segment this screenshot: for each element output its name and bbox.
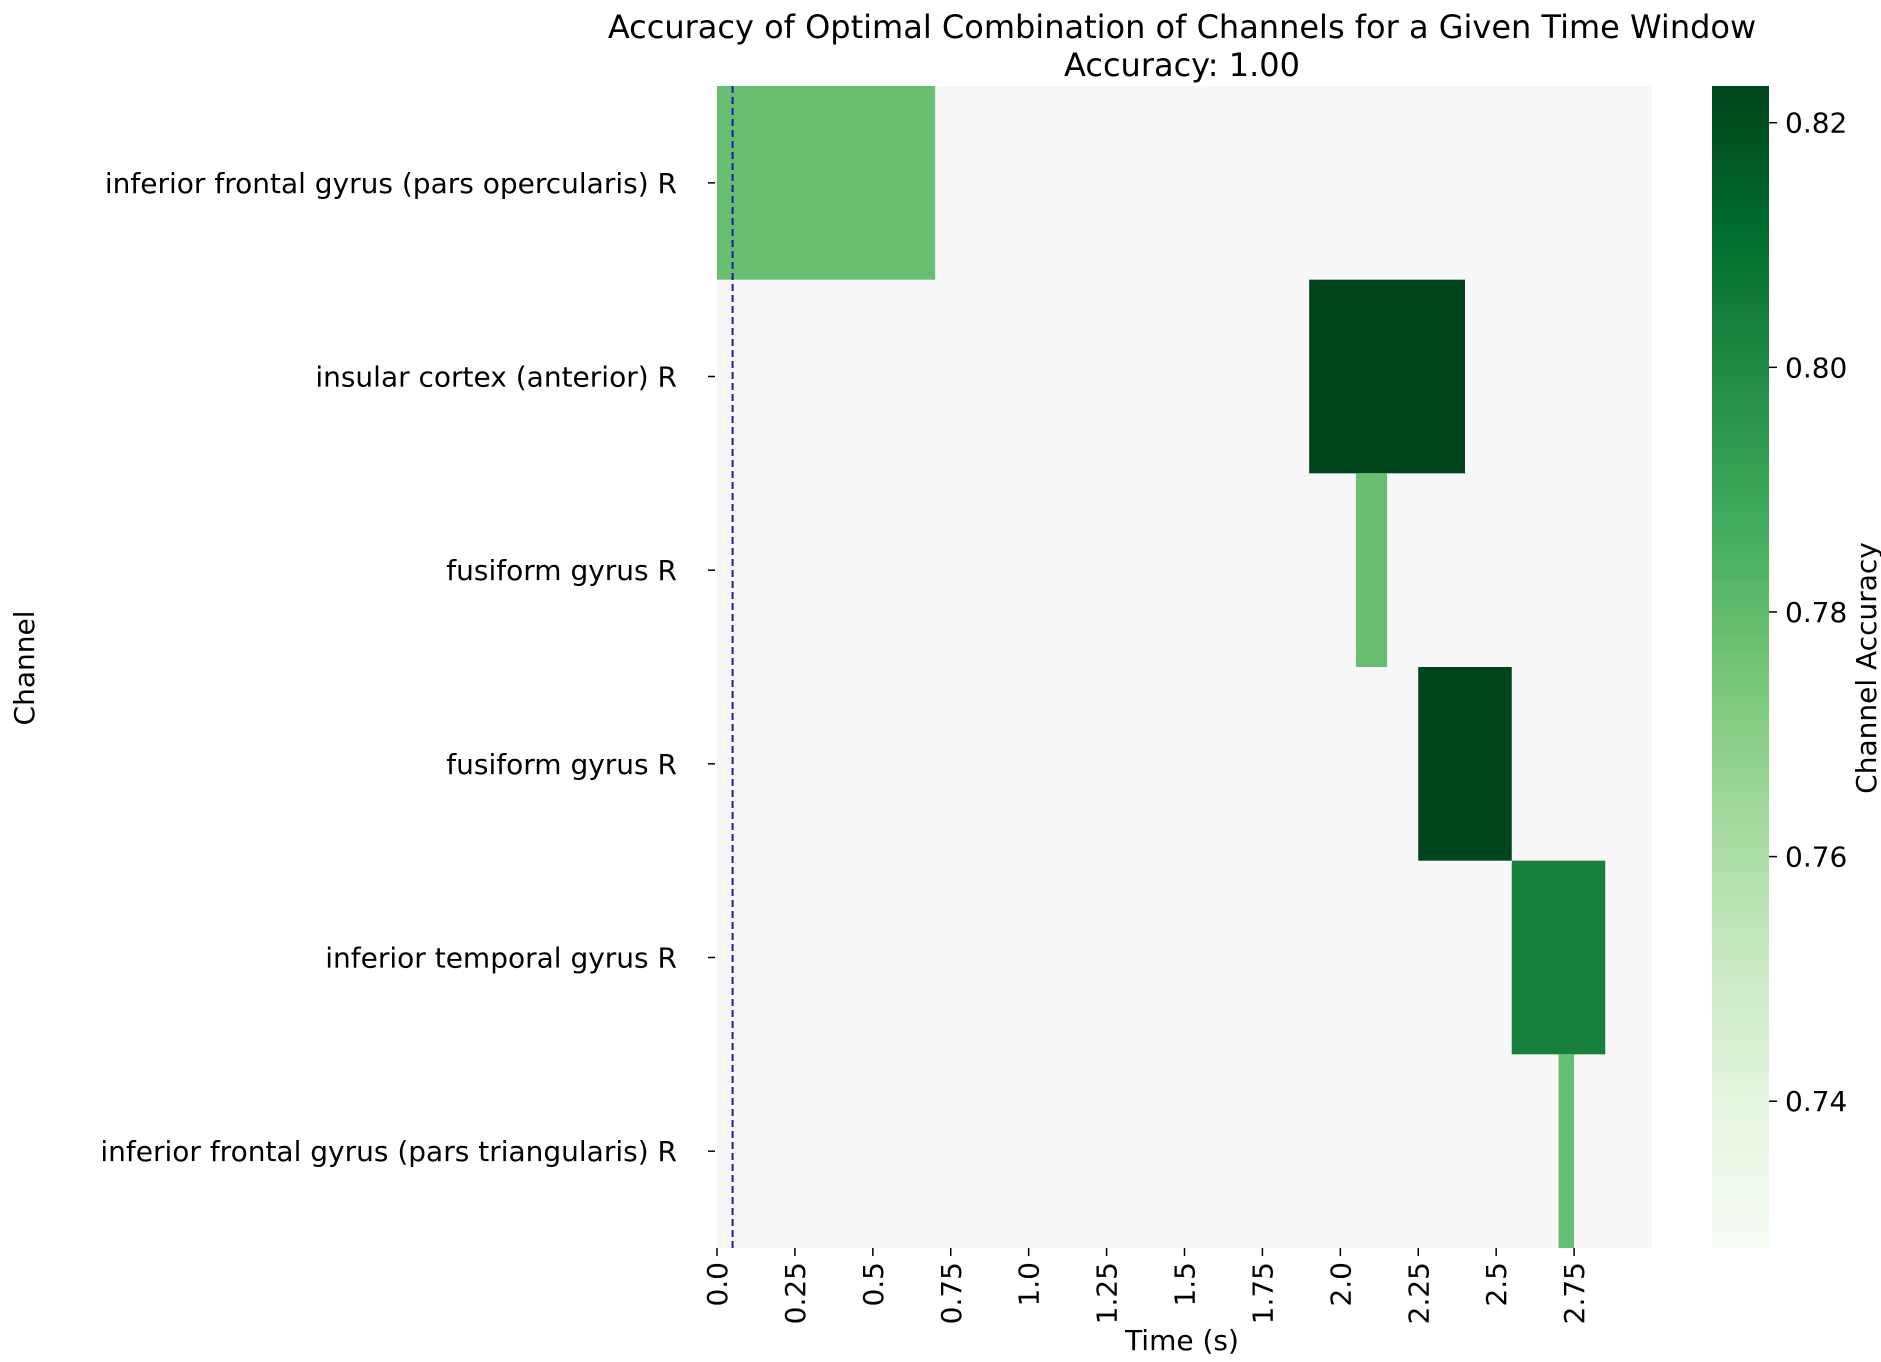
colorbar-tick-label-4: 0.82 xyxy=(1785,107,1847,140)
x-tick-label-4: 1.0 xyxy=(1013,1262,1046,1307)
heatmap-cell-5 xyxy=(1558,1054,1575,1248)
x-tick-label-6: 1.5 xyxy=(1169,1262,1202,1307)
colorbar-tick-label-1: 0.76 xyxy=(1785,841,1847,874)
x-tick-label-0: 0.0 xyxy=(701,1262,734,1307)
x-tick-label-2: 0.5 xyxy=(857,1262,890,1307)
y-tick-label-2: fusiform gyrus R xyxy=(446,554,677,587)
y-axis-label: Channel xyxy=(8,611,41,726)
x-tick-label-5: 1.25 xyxy=(1091,1262,1124,1324)
chart-subtitle: Accuracy: 1.00 xyxy=(1064,46,1300,84)
x-tick-label-7: 1.75 xyxy=(1246,1262,1279,1324)
x-axis-label: Time (s) xyxy=(1124,1324,1239,1357)
y-tick-label-3: fusiform gyrus R xyxy=(446,748,677,781)
colorbar-tick-label-2: 0.78 xyxy=(1785,596,1847,629)
x-tick-label-8: 2.0 xyxy=(1324,1262,1357,1307)
colorbar-gradient xyxy=(1712,86,1769,1248)
heatmap-cell-2 xyxy=(1355,473,1388,667)
heatmap-cell-0 xyxy=(717,86,936,280)
colorbar-label: Channel Accuracy xyxy=(1850,542,1881,794)
colorbar-tick-label-3: 0.80 xyxy=(1785,351,1847,384)
y-tick-label-1: insular cortex (anterior) R xyxy=(315,361,677,394)
colorbar: 0.74 0.76 0.78 0.80 0.82 xyxy=(1712,86,1847,1248)
heatmap-cell-1 xyxy=(1309,279,1465,474)
x-tick-label-3: 0.75 xyxy=(935,1262,968,1324)
plot-area: inferior frontal gyrus (pars opercularis… xyxy=(100,86,1652,1324)
y-tick-label-5: inferior frontal gyrus (pars triangulari… xyxy=(100,1135,677,1168)
x-tick-label-9: 2.25 xyxy=(1402,1262,1435,1324)
chart-title: Accuracy of Optimal Combination of Chann… xyxy=(608,8,1756,46)
colorbar-tick-label-0: 0.74 xyxy=(1785,1085,1847,1118)
y-tick-label-4: inferior temporal gyrus R xyxy=(325,942,677,975)
x-tick-label-1: 0.25 xyxy=(779,1262,812,1324)
x-tick-label-11: 2.75 xyxy=(1558,1262,1591,1324)
x-tick-label-10: 2.5 xyxy=(1480,1262,1513,1307)
y-tick-label-0: inferior frontal gyrus (pars opercularis… xyxy=(105,167,677,200)
heatmap-cell-4 xyxy=(1511,860,1606,1055)
heatmap-cell-3 xyxy=(1418,667,1512,861)
